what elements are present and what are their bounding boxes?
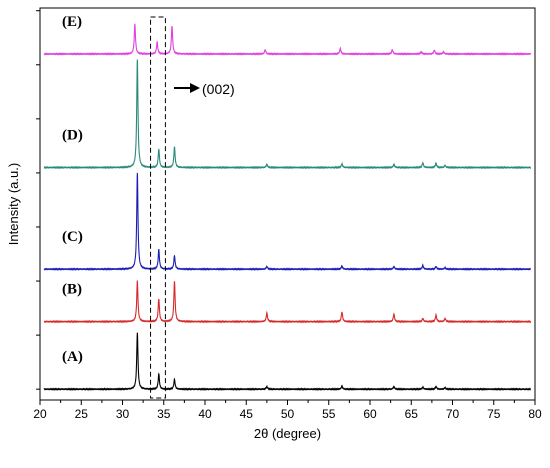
x-tick-label: 70: [446, 407, 460, 421]
series-line-d: [43, 59, 532, 170]
annotation-arrow-head: [190, 83, 200, 93]
x-tick-label: 55: [322, 407, 336, 421]
series-label: (A): [62, 349, 83, 365]
y-axis-ticks: [36, 10, 40, 390]
series-label: (E): [62, 14, 82, 30]
series-layer: [43, 23, 532, 392]
x-tick-label: 40: [198, 407, 212, 421]
plot-frame: [39, 7, 536, 401]
x-tick-label: 45: [240, 407, 254, 421]
x-tick-label: 75: [487, 407, 501, 421]
series-line-e: [43, 23, 532, 56]
series-labels: (A) (B) (C) (D) (E): [62, 14, 83, 365]
x-tick-label: 60: [363, 407, 377, 421]
x-tick-label: 80: [528, 407, 542, 421]
series-label: (B): [62, 282, 82, 298]
x-tick-label: 35: [157, 407, 171, 421]
annotation-box: [150, 16, 166, 399]
x-tick-label: 20: [33, 407, 47, 421]
x-tick-label: 25: [75, 407, 89, 421]
series-label: (D): [62, 128, 83, 144]
x-tick-label: 65: [405, 407, 419, 421]
x-axis-title: 2θ (degree): [254, 426, 321, 441]
series-line-c: [43, 172, 531, 272]
annotation-layer: (002): [150, 16, 235, 399]
x-tick-label: 30: [116, 407, 130, 421]
x-tick-label: 50: [281, 407, 295, 421]
series-line-a: [43, 332, 531, 392]
series-label: (C): [62, 229, 83, 245]
annotation-label: (002): [202, 81, 235, 97]
x-axis-ticks: 20 25 30 35 40 45 50 55 60 65 70 75 80: [33, 400, 542, 421]
plot-border: [39, 7, 536, 401]
series-line-b: [43, 280, 532, 324]
y-axis-title: Intensity (a.u.): [6, 163, 21, 245]
